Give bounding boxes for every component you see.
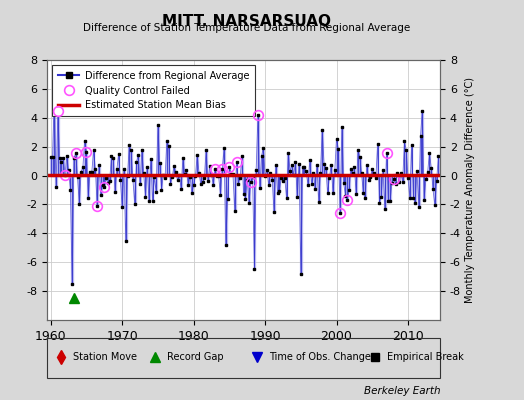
Text: Time of Obs. Change: Time of Obs. Change: [269, 352, 371, 362]
Text: Record Gap: Record Gap: [167, 352, 224, 362]
Text: Berkeley Earth: Berkeley Earth: [364, 386, 440, 396]
Text: Empirical Break: Empirical Break: [387, 352, 464, 362]
Text: MITT. NARSARSUAQ: MITT. NARSARSUAQ: [162, 14, 331, 29]
Legend: Difference from Regional Average, Quality Control Failed, Estimated Station Mean: Difference from Regional Average, Qualit…: [52, 65, 255, 116]
Y-axis label: Monthly Temperature Anomaly Difference (°C): Monthly Temperature Anomaly Difference (…: [465, 77, 475, 303]
Text: Difference of Station Temperature Data from Regional Average: Difference of Station Temperature Data f…: [83, 23, 410, 33]
Text: Station Move: Station Move: [73, 352, 137, 362]
